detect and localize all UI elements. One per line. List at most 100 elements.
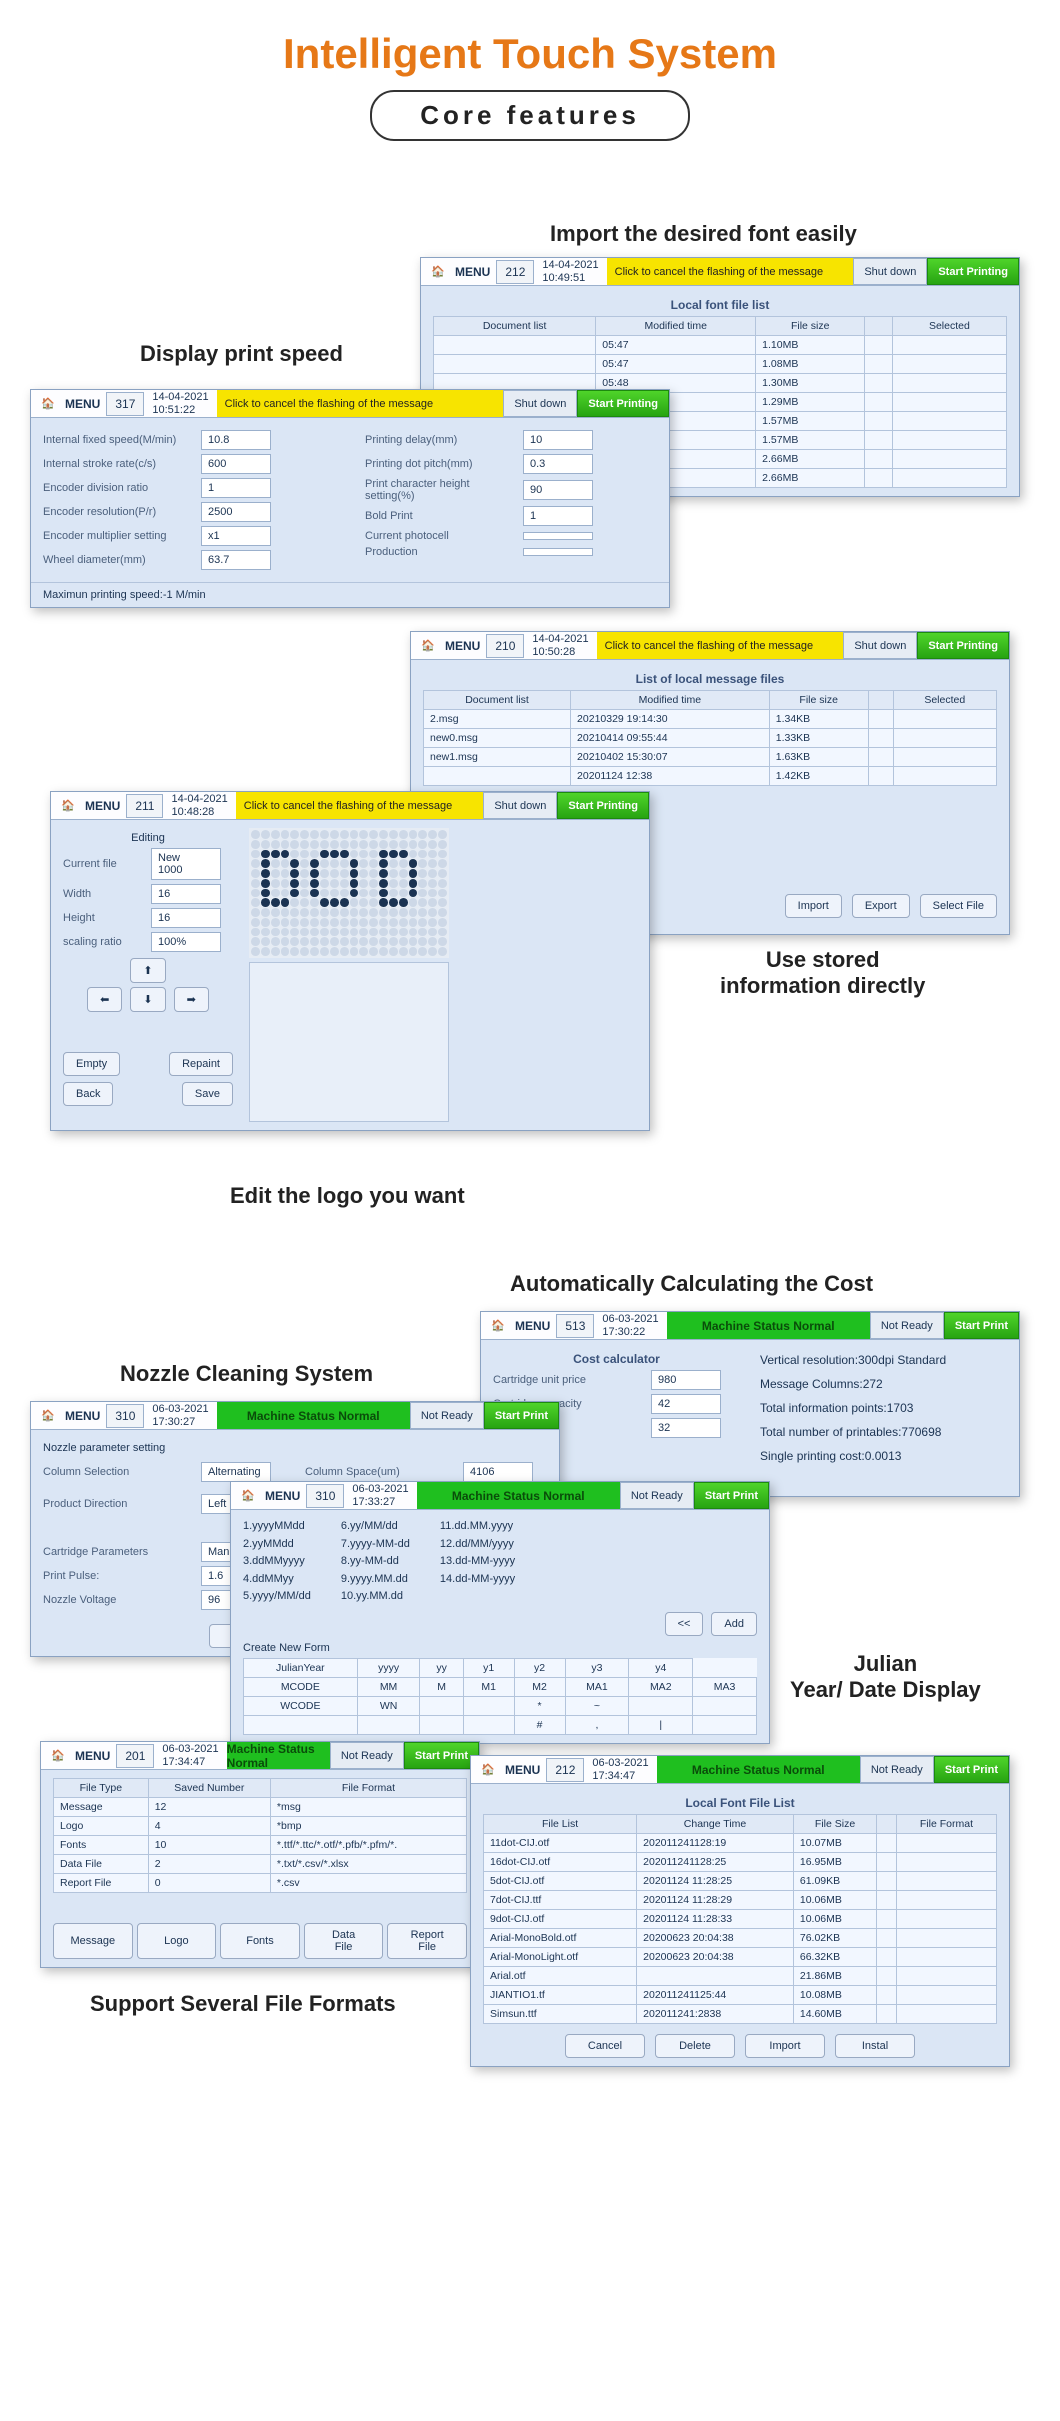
menu-label[interactable]: MENU bbox=[445, 639, 486, 653]
julian-cell[interactable] bbox=[463, 1696, 514, 1715]
field-value[interactable]: 600 bbox=[201, 454, 271, 474]
field-value[interactable] bbox=[523, 548, 593, 556]
export-button[interactable]: Export bbox=[852, 894, 910, 918]
tab-report-file[interactable]: Report File bbox=[387, 1923, 467, 1959]
flash-banner[interactable]: Click to cancel the flashing of the mess… bbox=[597, 632, 844, 659]
field-value[interactable]: 0.3 bbox=[523, 454, 593, 474]
field-value[interactable]: 980 bbox=[651, 1370, 721, 1390]
dot-matrix[interactable] bbox=[249, 828, 449, 958]
field-value[interactable] bbox=[523, 532, 593, 540]
arrow-down-button[interactable]: ⬇ bbox=[130, 987, 165, 1012]
table-row[interactable]: new1.msg20210402 15:30:071.63KB bbox=[424, 748, 997, 767]
select-file-button[interactable]: Select File bbox=[920, 894, 997, 918]
table-row[interactable]: Data File2*.txt/*.csv/*.xlsx bbox=[54, 1855, 467, 1874]
home-icon[interactable]: 🏠 bbox=[35, 391, 61, 417]
julian-cell[interactable]: M1 bbox=[463, 1677, 514, 1696]
home-icon[interactable]: 🏠 bbox=[55, 793, 81, 819]
date-format-option[interactable]: 9.yyyy.MM.dd bbox=[341, 1571, 410, 1589]
field-value[interactable]: 42 bbox=[651, 1394, 721, 1414]
tab-data-file[interactable]: Data File bbox=[304, 1923, 384, 1959]
instal-button[interactable]: Instal bbox=[835, 2034, 915, 2058]
menu-label[interactable]: MENU bbox=[455, 265, 496, 279]
date-format-option[interactable]: 5.yyyy/MM/dd bbox=[243, 1588, 311, 1606]
julian-cell[interactable]: yy bbox=[420, 1658, 463, 1677]
field-value[interactable]: 100% bbox=[151, 932, 221, 952]
flash-banner[interactable]: Click to cancel the flashing of the mess… bbox=[607, 258, 854, 285]
table-row[interactable]: Arial-MonoBold.otf20200623 20:04:3876.02… bbox=[484, 1929, 997, 1948]
arrow-up-button[interactable]: ⬆ bbox=[130, 958, 165, 983]
date-format-option[interactable]: 11.dd.MM.yyyy bbox=[440, 1518, 515, 1536]
home-icon[interactable]: 🏠 bbox=[235, 1483, 261, 1509]
field-value[interactable]: 32 bbox=[651, 1418, 721, 1438]
table-row[interactable]: Report File0*.csv bbox=[54, 1874, 467, 1893]
date-format-option[interactable]: 7.yyyy-MM-dd bbox=[341, 1536, 410, 1554]
start-print-button[interactable]: Start Print bbox=[944, 1312, 1019, 1339]
back-button[interactable]: Back bbox=[63, 1082, 113, 1106]
julian-cell[interactable]: y3 bbox=[565, 1658, 629, 1677]
delete-button[interactable]: Delete bbox=[655, 2034, 735, 2058]
home-icon[interactable]: 🏠 bbox=[475, 1757, 501, 1783]
julian-cell[interactable] bbox=[629, 1696, 693, 1715]
julian-cell[interactable] bbox=[693, 1715, 757, 1734]
date-format-option[interactable]: 3.ddMMyyyy bbox=[243, 1553, 311, 1571]
start-printing-button[interactable]: Start Printing bbox=[917, 632, 1009, 659]
julian-cell[interactable] bbox=[693, 1696, 757, 1715]
julian-cell[interactable]: WN bbox=[357, 1696, 420, 1715]
start-print-button[interactable]: Start Print bbox=[484, 1402, 559, 1429]
start-print-button[interactable]: Start Print bbox=[404, 1742, 479, 1769]
table-row[interactable]: 7dot-CIJ.ttf20201124 11:28:2910.06MB bbox=[484, 1891, 997, 1910]
field-value[interactable]: 63.7 bbox=[201, 550, 271, 570]
shutdown-button[interactable]: Shut down bbox=[503, 390, 577, 417]
julian-cell[interactable]: M bbox=[420, 1677, 463, 1696]
menu-label[interactable]: MENU bbox=[65, 1409, 106, 1423]
menu-label[interactable]: MENU bbox=[65, 397, 106, 411]
julian-cell[interactable]: | bbox=[629, 1715, 693, 1734]
julian-cell[interactable]: , bbox=[565, 1715, 629, 1734]
home-icon[interactable]: 🏠 bbox=[45, 1743, 71, 1769]
julian-cell[interactable]: MM bbox=[357, 1677, 420, 1696]
home-icon[interactable]: 🏠 bbox=[35, 1403, 61, 1429]
table-row[interactable]: new0.msg20210414 09:55:441.33KB bbox=[424, 729, 997, 748]
date-format-option[interactable]: 14.dd-MM-yyyy bbox=[440, 1571, 515, 1589]
flash-banner[interactable]: Click to cancel the flashing of the mess… bbox=[236, 792, 484, 819]
table-row[interactable]: Logo4*bmp bbox=[54, 1817, 467, 1836]
empty-button[interactable]: Empty bbox=[63, 1052, 120, 1076]
flash-banner[interactable]: Click to cancel the flashing of the mess… bbox=[217, 390, 504, 417]
home-icon[interactable]: 🏠 bbox=[415, 633, 441, 659]
julian-cell[interactable] bbox=[420, 1715, 463, 1734]
start-printing-button[interactable]: Start Printing bbox=[577, 390, 669, 417]
menu-label[interactable]: MENU bbox=[515, 1319, 556, 1333]
date-format-option[interactable]: 10.yy.MM.dd bbox=[341, 1588, 410, 1606]
field-value[interactable]: 1 bbox=[201, 478, 271, 498]
tab-logo[interactable]: Logo bbox=[137, 1923, 217, 1959]
repaint-button[interactable]: Repaint bbox=[169, 1052, 233, 1076]
field-value[interactable]: 90 bbox=[523, 480, 593, 500]
julian-cell[interactable]: JulianYear bbox=[244, 1658, 358, 1677]
tab-message[interactable]: Message bbox=[53, 1923, 133, 1959]
julian-cell[interactable]: MA3 bbox=[693, 1677, 757, 1696]
table-row[interactable]: 05:471.08MB bbox=[434, 355, 1007, 374]
field-value[interactable]: 16 bbox=[151, 884, 221, 904]
import-button[interactable]: Import bbox=[745, 2034, 825, 2058]
julian-cell[interactable]: M2 bbox=[514, 1677, 565, 1696]
shutdown-button[interactable]: Shut down bbox=[843, 632, 917, 659]
julian-cell[interactable] bbox=[357, 1715, 420, 1734]
shutdown-button[interactable]: Shut down bbox=[483, 792, 557, 819]
julian-cell[interactable]: MCODE bbox=[244, 1677, 358, 1696]
table-row[interactable]: JIANTIO1.tf202011241125:4410.08MB bbox=[484, 1986, 997, 2005]
table-row[interactable]: 20201124 12:381.42KB bbox=[424, 767, 997, 786]
arrow-right-button[interactable]: ➡ bbox=[174, 987, 209, 1012]
table-row[interactable]: Message12*msg bbox=[54, 1798, 467, 1817]
add-button[interactable]: Add bbox=[711, 1612, 757, 1636]
table-row[interactable]: Arial.otf21.86MB bbox=[484, 1967, 997, 1986]
table-row[interactable]: 2.msg20210329 19:14:301.34KB bbox=[424, 710, 997, 729]
arrow-left-button[interactable]: ⬅ bbox=[87, 987, 122, 1012]
import-button[interactable]: Import bbox=[785, 894, 842, 918]
julian-cell[interactable]: ~ bbox=[565, 1696, 629, 1715]
julian-cell[interactable]: * bbox=[514, 1696, 565, 1715]
date-format-option[interactable]: 4.ddMMyy bbox=[243, 1571, 311, 1589]
julian-cell[interactable]: yyyy bbox=[357, 1658, 420, 1677]
julian-cell[interactable]: # bbox=[514, 1715, 565, 1734]
table-row[interactable]: 5dot-CIJ.otf20201124 11:28:2561.09KB bbox=[484, 1872, 997, 1891]
table-row[interactable]: 16dot-CIJ.otf202011241128:2516.95MB bbox=[484, 1853, 997, 1872]
